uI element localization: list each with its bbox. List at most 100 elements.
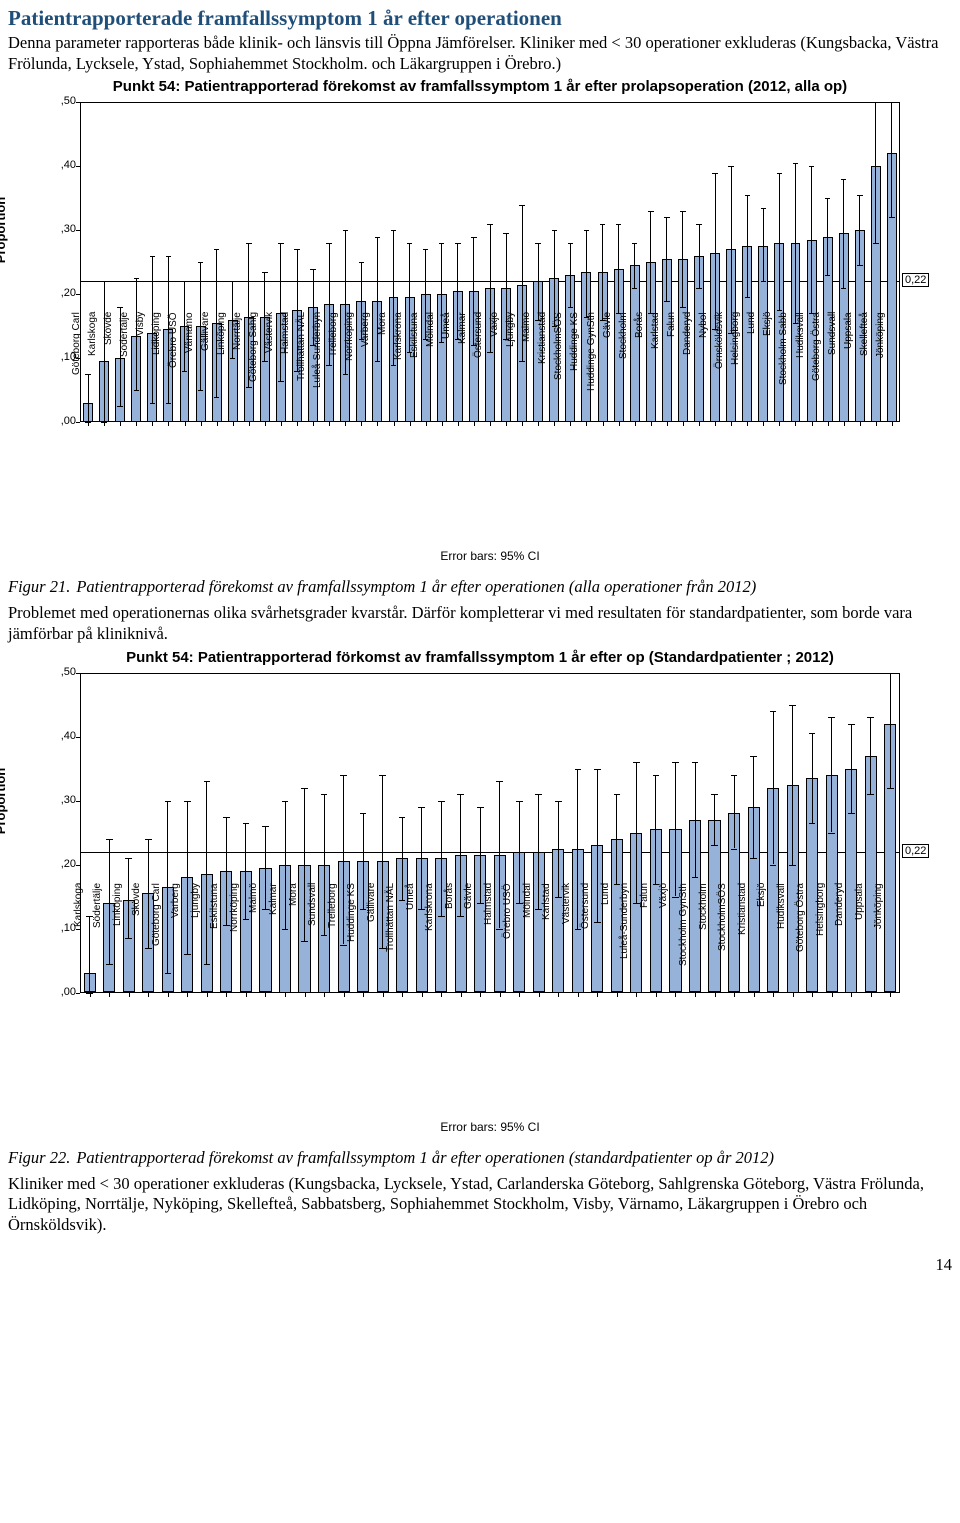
category-label: StockholmSÖS (553, 312, 564, 429)
error-bar (682, 211, 683, 307)
error-bar-cap-upper (535, 243, 540, 244)
x-tick-mark (285, 993, 286, 997)
error-bar (304, 788, 305, 942)
error-bar (187, 801, 188, 955)
category-label: Örebro USÖ (502, 883, 513, 1000)
category-label: Helsingborg (730, 312, 741, 429)
error-bar-cap-lower (745, 297, 750, 298)
error-bar-cap-upper (134, 278, 139, 279)
error-bar-cap-upper (711, 794, 718, 795)
chart1-frame: Proportion,00,10,20,30,40,500,22Göteborg… (25, 97, 935, 575)
error-bar-cap-lower (848, 813, 855, 814)
category-label: Karlskrona (393, 312, 404, 429)
y-tick-mark (76, 102, 80, 103)
error-bar-cap-upper (653, 775, 660, 776)
error-bar-cap-upper (809, 166, 814, 167)
category-label: Västervik (264, 312, 275, 429)
error-bar-cap-upper (439, 243, 444, 244)
error-bar (480, 807, 481, 903)
category-label: Umeå (441, 312, 452, 429)
category-label: Helsingborg (815, 883, 826, 1000)
error-bar-cap-upper (477, 807, 484, 808)
error-bar (285, 801, 286, 929)
category-label: Halmstad (280, 312, 291, 429)
x-tick-mark (168, 993, 169, 997)
error-bar-cap-upper (503, 233, 508, 234)
error-bar-cap-upper (438, 801, 445, 802)
x-tick-mark (422, 993, 423, 997)
error-bar (538, 794, 539, 909)
error-bar (655, 775, 656, 884)
error-bar-cap-upper (516, 801, 523, 802)
x-tick-mark (812, 993, 813, 997)
error-bar-cap-upper (487, 224, 492, 225)
error-bar (827, 198, 828, 275)
category-label: Kristianstad (737, 883, 748, 1000)
category-label: Visby (135, 312, 146, 429)
category-label: Karlskoga (87, 312, 98, 429)
category-label: Karlskoga (73, 883, 84, 1000)
figure2-caption: Figur 22. Patientrapporterad förekomst a… (8, 1148, 952, 1168)
error-bar-cap-upper (230, 281, 235, 282)
category-label: Eskilstuna (209, 883, 220, 1000)
error-bar (812, 733, 813, 823)
error-bar-cap-upper (407, 243, 412, 244)
x-tick-mark (441, 993, 442, 997)
error-bar (773, 711, 774, 865)
category-label: Lund (746, 312, 757, 429)
category-label: Gävle (463, 883, 474, 1000)
error-bar-cap-upper (301, 788, 308, 789)
category-label: Eksjö (756, 883, 767, 1000)
y-tick-mark (76, 865, 80, 866)
error-bar-cap-upper (294, 249, 299, 250)
error-bar-cap-upper (457, 794, 464, 795)
x-tick-mark (129, 993, 130, 997)
error-bar-cap-lower (789, 865, 796, 866)
y-tick-mark (76, 737, 80, 738)
error-bar-cap-lower (809, 823, 816, 824)
category-label: Gällivare (366, 883, 377, 1000)
x-tick-mark (461, 993, 462, 997)
error-bar-cap-upper (165, 801, 172, 802)
category-label: Trelleborg (327, 883, 338, 1000)
error-bar-cap-upper (282, 801, 289, 802)
error-bars-caption: Error bars: 95% CI (390, 1120, 590, 1134)
category-label: Göteborg Carl (71, 312, 82, 429)
category-label: Skellefteå (859, 312, 870, 429)
error-bar-cap-lower (857, 265, 862, 266)
error-bar-cap-lower (825, 275, 830, 276)
error-bar-cap-upper (243, 823, 250, 824)
error-bar (460, 794, 461, 916)
category-label: Trollhättan NÄL (385, 883, 396, 1000)
x-tick-mark (363, 993, 364, 997)
x-tick-mark (597, 993, 598, 997)
error-bar (792, 705, 793, 865)
category-label: Södertälje (119, 312, 130, 429)
error-bar-cap-upper (150, 256, 155, 257)
category-label: Växjö (489, 312, 500, 429)
x-tick-mark (207, 993, 208, 997)
y-tick-label: ,40 (52, 730, 76, 742)
error-bar-cap-upper (117, 307, 122, 308)
category-label: Luleå-Sunderbyn (619, 883, 630, 1000)
figure1-caption: Figur 21. Patientrapporterad förekomst a… (8, 577, 952, 597)
error-bar-cap-upper (841, 179, 846, 180)
error-bar-cap-lower (770, 865, 777, 866)
category-label: Eskilstuna (409, 312, 420, 429)
category-label: Mölndal (425, 312, 436, 429)
category-label: Malmö (521, 312, 532, 429)
category-label: Trelleborg (328, 312, 339, 429)
category-label: Malmö (248, 883, 259, 1000)
category-label: Lidköping (151, 312, 162, 429)
error-bar (763, 208, 764, 282)
error-bar-cap-lower (889, 217, 894, 218)
error-bar (731, 166, 732, 332)
category-label: Ljungby (505, 312, 516, 429)
error-bar-cap-upper (471, 237, 476, 238)
intro-paragraph-1: Denna parameter rapporteras både klinik-… (8, 33, 952, 74)
x-tick-mark (715, 993, 716, 997)
error-bar (734, 775, 735, 849)
category-label: Borås (634, 312, 645, 429)
error-bar-cap-upper (616, 224, 621, 225)
error-bar-cap-upper (712, 173, 717, 174)
